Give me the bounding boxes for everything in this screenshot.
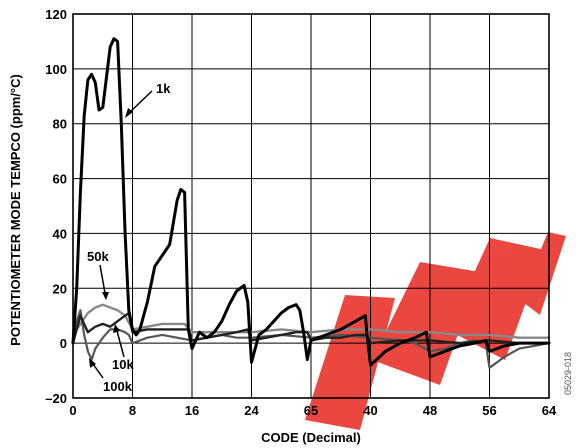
label-100k-arrow [92, 363, 104, 379]
x-tick-label: 0 [69, 403, 76, 418]
x-tick-label: 8 [129, 403, 136, 418]
label-100k-arrowhead [89, 358, 96, 368]
series-line-10k [71, 311, 551, 345]
watermark [305, 232, 566, 430]
y-tick-label: 60 [53, 172, 67, 187]
x-tick-labels: 0 8 16 24 65 40 48 56 64 [69, 403, 557, 418]
label-1k-arrowhead [125, 108, 133, 118]
label-50k-text: 50k [87, 249, 109, 264]
y-tick-label: 40 [53, 226, 67, 241]
label-50k-arrow [99, 264, 106, 294]
x-tick-label: 64 [542, 403, 557, 418]
label-100k-text: 100k [103, 379, 133, 394]
figure-id: 05029-018 [563, 352, 573, 395]
y-tick-label: 120 [45, 7, 67, 22]
label-1k-text: 1k [156, 81, 171, 96]
plot-frame [72, 13, 550, 399]
x-tick-label: 65 [304, 403, 318, 418]
label-50k-arrowhead [102, 292, 109, 300]
label-10k-arrow [116, 330, 125, 358]
y-tick-label: –20 [45, 391, 67, 406]
x-tick-label: 40 [363, 403, 377, 418]
y-tick-label: 100 [45, 62, 67, 77]
label-1k-arrow [129, 90, 153, 113]
x-tick-label: 24 [244, 403, 259, 418]
y-tick-label: 0 [60, 336, 67, 351]
label-10k: 10k [112, 324, 134, 372]
x-axis-title: CODE (Decimal) [261, 430, 361, 445]
watermark-shape-4 [520, 232, 566, 315]
x-tick-label: 48 [423, 403, 437, 418]
y-tick-label: 20 [53, 281, 67, 296]
gridlines [73, 14, 549, 398]
watermark-shape-3 [448, 238, 545, 360]
series-group [71, 37, 551, 369]
watermark-shape-2 [372, 262, 480, 385]
label-10k-text: 10k [112, 357, 134, 372]
label-1k: 1k [125, 81, 171, 118]
label-10k-arrowhead [113, 324, 120, 333]
label-100k: 100k [89, 358, 133, 394]
series-line-1k [71, 37, 551, 367]
label-50k: 50k [87, 249, 109, 300]
x-tick-label: 16 [185, 403, 199, 418]
x-tick-label: 56 [482, 403, 496, 418]
y-tick-label: 80 [53, 117, 67, 132]
y-tick-labels: –20 0 20 40 60 80 100 120 [45, 7, 67, 406]
y-axis-title: POTENTIOMETER MODE TEMPCO (ppm/°C) [8, 74, 23, 346]
